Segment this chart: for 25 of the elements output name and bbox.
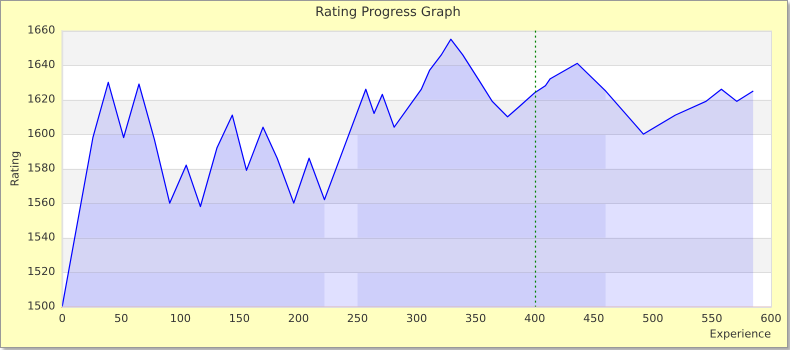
y-tick-label: 1560 [27, 196, 56, 209]
x-tick-label: 300 [406, 312, 428, 326]
y-tick-label: 1640 [27, 58, 56, 71]
x-axis-title: Experience [710, 327, 772, 340]
y-tick-label: 1600 [27, 126, 56, 140]
x-tick-label: 400 [524, 312, 546, 326]
y-tick-label: 1520 [27, 264, 56, 278]
x-tick-label: 250 [347, 312, 368, 326]
x-tick-label: 200 [288, 312, 309, 326]
y-tick-label: 1620 [27, 92, 56, 106]
chart-title: Rating Progress Graph [315, 5, 461, 20]
x-tick-label: 50 [114, 312, 128, 326]
y-axis-title: Rating [8, 150, 22, 186]
x-tick-label: 350 [465, 312, 486, 326]
y-tick-label: 1660 [27, 23, 56, 36]
x-tick-label: 0 [58, 312, 66, 326]
x-tick-label: 600 [760, 312, 782, 326]
y-tick-label: 1540 [27, 230, 56, 244]
x-tick-label: 100 [170, 312, 191, 326]
x-tick-label: 550 [701, 312, 722, 326]
y-tick-label: 1500 [27, 299, 56, 312]
y-tick-label: 1580 [27, 161, 56, 174]
x-tick-label: 450 [583, 312, 604, 326]
x-tick-label: 150 [228, 312, 250, 326]
x-tick-label: 500 [642, 312, 664, 326]
